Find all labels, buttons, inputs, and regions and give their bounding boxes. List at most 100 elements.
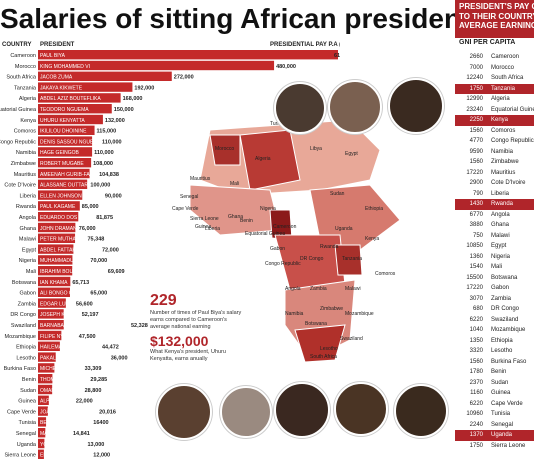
gni-row: 12990 Algeria (455, 94, 534, 105)
bar-country-label: Benin (22, 377, 36, 383)
gni-value: 1040 (469, 327, 483, 333)
bar-row: Congo Republic DENIS SASSOU NGUESSO110,00… (0, 136, 122, 146)
gni-row: 750 Malawi (455, 231, 534, 242)
gni-country: Senegal (491, 421, 514, 428)
bar-president-label: JACOB ZUMA (40, 75, 73, 81)
gni-value: 1560 (469, 159, 483, 165)
stat2-number: $132,000 (150, 333, 209, 349)
map-country-label: Cameroon (273, 224, 297, 230)
gni-value: 17220 (466, 285, 483, 291)
map-country-label: Malawi (345, 286, 361, 292)
gni-value: 790 (472, 190, 483, 197)
map-country-label: Tanzania (342, 256, 362, 262)
bar-country-label: Mozambique (5, 334, 37, 340)
gni-row: 2660 Cameroon (455, 52, 534, 63)
bar-country-label: Tunisia (18, 420, 36, 426)
gni-value: 9590 (469, 148, 483, 155)
bar-row: Liberia ELLEN JOHNSON SIRLEAF 90,000 (19, 190, 122, 200)
bar-president-label: FILIPE NYUSI (40, 334, 72, 340)
map-country-label: Congo Republic (265, 261, 301, 267)
country-column-header: COUNTRY (2, 42, 31, 48)
bar-row: Cameroon PAUL BIYA 610,000 (10, 50, 340, 60)
stat1-text: Number of times of Paul Biya's salary ea… (150, 310, 242, 330)
gni-row: 1160 Guinea (455, 388, 534, 399)
salary-bar (38, 266, 73, 276)
africa-map: Tunisia Morocco Algeria Egypt Libya Mali Mauri… (172, 119, 401, 363)
gni-value: 2250 (469, 117, 483, 123)
salary-bar (38, 104, 112, 114)
bar-president-label: JOSEPH KABILA (40, 312, 80, 318)
gni-row: 2250 Kenya (455, 115, 534, 126)
stat2-text: What Kenya's president, Uhuru Kenyatta, … (150, 349, 226, 362)
gni-row: 3880 Ghana (455, 220, 534, 231)
gni-row: 1560 Zimbabwe (455, 157, 534, 168)
bar-country-label: Gabon (19, 291, 36, 297)
salary-bar (38, 384, 53, 395)
bar-president-label: THOMAS BONI YAYI (40, 377, 87, 383)
bar-country-label: Mauritius (14, 172, 37, 178)
gni-row: 1560 Comoros (455, 126, 534, 137)
bar-row: Algeria ABDEL AZIZ BOUTEFLIKA 168,000 (19, 93, 143, 103)
gni-value: 2370 (469, 379, 483, 386)
bar-president-label: EDGAR LUNGU (40, 301, 77, 307)
bar-country-label: Lesotho (16, 355, 36, 361)
gni-row: 1780 Benin (455, 367, 534, 378)
salary-bar (38, 363, 55, 373)
gni-row: 2370 Sudan (455, 378, 534, 389)
bar-row: Malawi PETER MUTHARIKA 75,348 (19, 233, 105, 243)
salary-bar (38, 136, 93, 146)
gni-country: Nigeria (491, 253, 511, 260)
map-country-label: Mauritius (190, 176, 211, 182)
gni-value: 2660 (469, 54, 483, 60)
bar-value-label: 75,348 (88, 237, 105, 243)
page-title: Salaries of sitting African presidents (0, 3, 455, 34)
gni-value: 3070 (469, 295, 483, 302)
bar-country-label: Algeria (19, 96, 37, 102)
bar-president-label: TEODORO NGUEMA (40, 107, 89, 113)
gni-value: 6770 (469, 211, 483, 218)
gni-value: 1560 (469, 358, 483, 365)
bar-president-label: HAGE GEINGOB (40, 150, 80, 156)
salary-bar (38, 309, 64, 319)
gni-row: 2240 Senegal (455, 420, 534, 431)
bar-value-label: 168,000 (123, 96, 143, 102)
bar-president-label: ALI BONGO ODIMBA (40, 291, 89, 297)
bar-row: Mozambique FILIPE NYUSI 47,500 (5, 330, 96, 341)
bar-value-label: 52,328 (131, 323, 148, 329)
bar-value-label: 90,000 (105, 193, 122, 199)
bar-row: South Africa JACOB ZUMA 272,000 (6, 71, 194, 81)
gni-row: 3070 Zambia (455, 294, 534, 305)
bar-president-label: AMEENAH GURIB-FAKIM (40, 172, 99, 178)
bar-value-label: 110,000 (94, 150, 114, 156)
bar-president-label: DENIS SASSOU NGUESSO (40, 139, 104, 145)
bar-row: Sierra Leone ERNEST BAI KOROMA 12,000 (5, 449, 110, 459)
bar-row: Zimbabwe ROBERT MUGABE 108,000 (11, 158, 113, 168)
map-country-label: Guinea (195, 224, 211, 230)
president-column-header: PRESIDENT (40, 42, 75, 48)
president-portrait-sall (274, 382, 330, 438)
gni-country: Botswana (491, 274, 518, 281)
president-portrait-essebsi (220, 386, 272, 438)
bar-value-label: 610,000 (334, 53, 340, 59)
map-country-label: Morocco (215, 146, 234, 152)
bar-row: Comoros IKILILOU DHOININE 115,000 (14, 125, 116, 135)
bar-value-label: 72,000 (102, 247, 119, 253)
gni-country: Gabon (491, 285, 510, 291)
gni-country: Angola (491, 211, 510, 218)
bar-country-label: Botswana (12, 280, 37, 286)
gni-country: Zambia (491, 295, 512, 302)
bar-country-label: Kenya (20, 118, 37, 124)
bar-row: Sudan OMAR EL BASHIR 28,800 (20, 384, 101, 395)
gni-country: Kenya (491, 117, 509, 123)
bar-country-label: Zimbabwe (11, 161, 36, 167)
bar-country-label: DR Congo (10, 312, 36, 318)
bar-value-label: 85,000 (82, 204, 99, 210)
bar-row: Mauritius AMEENAH GURIB-FAKIM 104,838 (14, 168, 119, 179)
bar-row: Cote D'Ivoire ALASSANE OUTTARA 100,000 (4, 179, 110, 189)
gni-country: Tunisia (491, 411, 511, 417)
gni-country: Namibia (491, 148, 514, 155)
salary-bar (38, 50, 338, 60)
gni-value: 2240 (469, 421, 483, 428)
